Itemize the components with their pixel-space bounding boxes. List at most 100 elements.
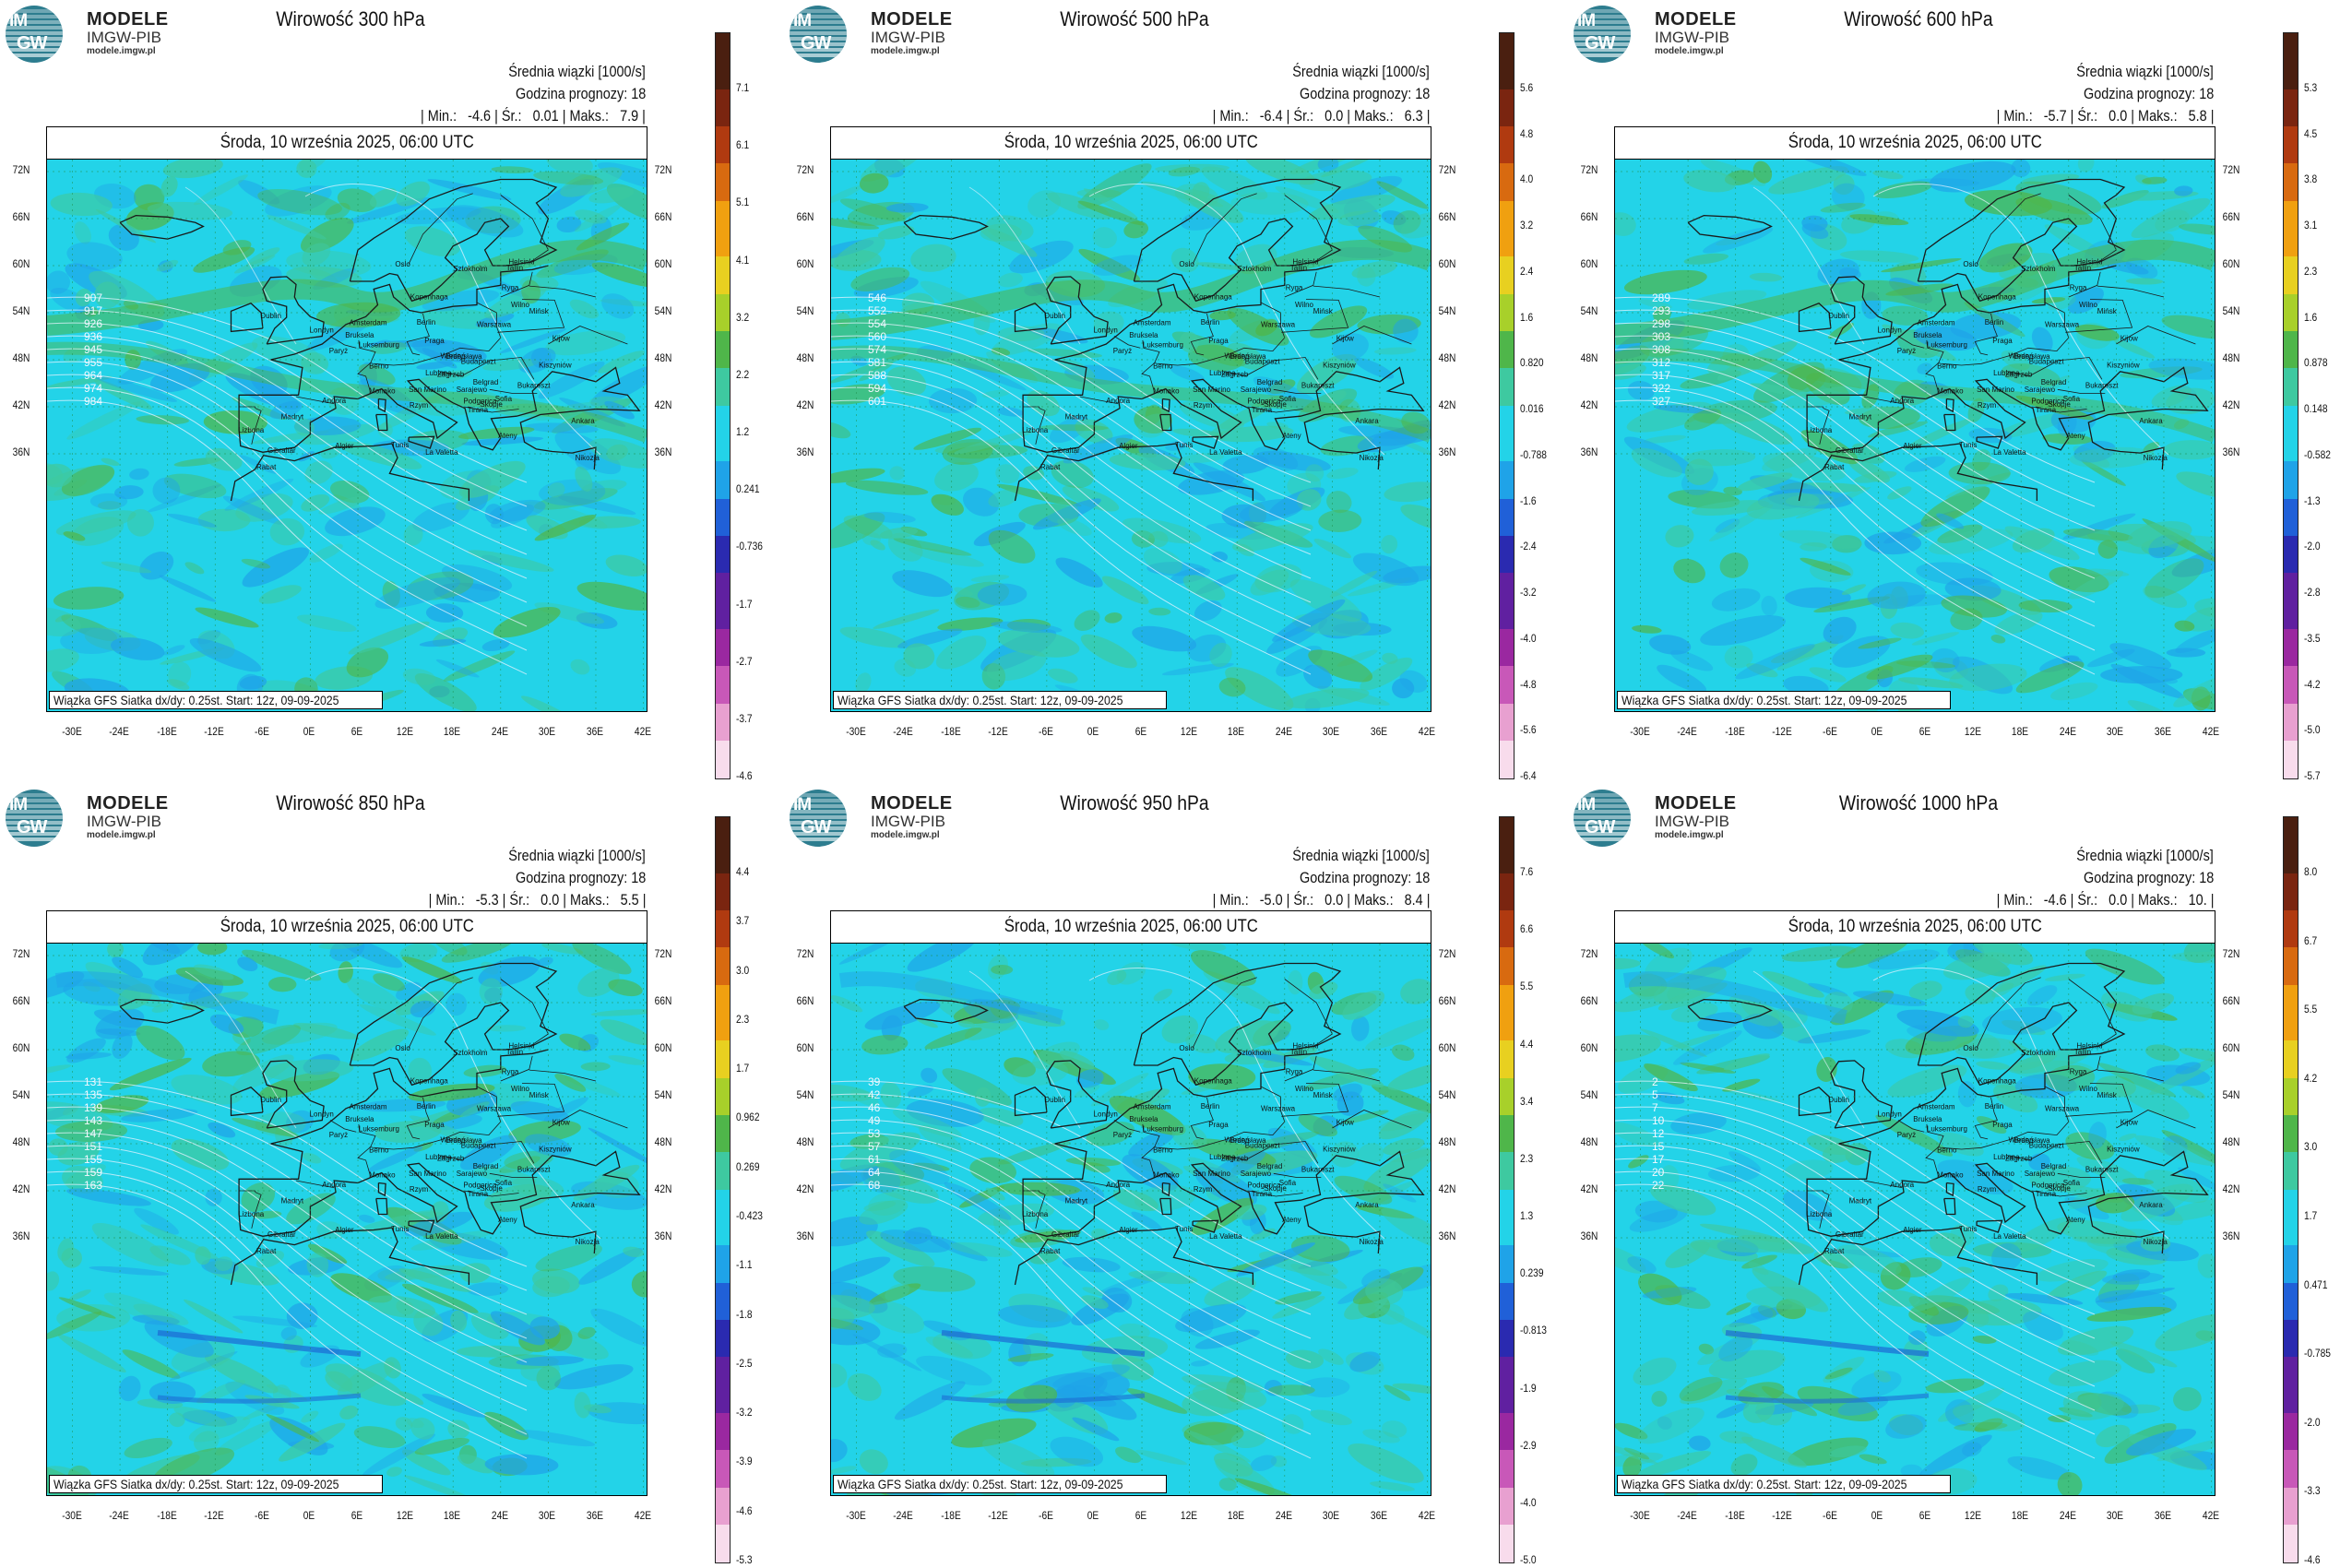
imgw-emblem-icon: IM GW	[6, 6, 63, 63]
lat-label-right: 48N	[1438, 1135, 1456, 1148]
lat-label-left: 36N	[12, 445, 30, 458]
colorbar-tick: 7.1	[736, 81, 750, 94]
city-label: Ankara	[571, 417, 595, 425]
city-label: Warszawa	[1261, 320, 1296, 328]
colorbar-segment	[2284, 1543, 2298, 1562]
graticule	[831, 944, 1431, 1495]
city-label: Kopenhaga	[1194, 293, 1232, 302]
city-label: Kopenhaga	[1978, 293, 2016, 302]
colorbar-segment	[716, 1505, 730, 1526]
lon-label: 24E	[2059, 725, 2076, 738]
colorbar-segment	[716, 629, 730, 648]
city-label: Rzym	[1194, 401, 1213, 410]
colorbar-tick: -1.6	[1520, 493, 1537, 507]
city-label: Tallin	[1290, 1048, 1307, 1056]
city-label: Praga	[424, 337, 445, 345]
colorbar-tick: 0.148	[2304, 402, 2328, 416]
city-label: Bukareszt	[517, 1166, 551, 1174]
forecast-hour: Godzina prognozy: 18	[515, 85, 646, 102]
colorbar-segment	[716, 275, 730, 294]
lat-label-left: 66N	[12, 994, 30, 1007]
colorbar-tick: -5.3	[736, 1553, 753, 1566]
colorbar-segment	[1500, 368, 1514, 387]
city-label: Mińsk	[2097, 1091, 2118, 1099]
colorbar-tick: 4.0	[1520, 172, 1534, 186]
colorbar-segment	[1500, 70, 1514, 89]
lat-label-right: 36N	[1438, 445, 1456, 458]
colorbar-segment	[716, 741, 730, 760]
colorbar-segment	[716, 368, 730, 387]
colorbar-tick: -0.736	[736, 540, 763, 553]
colorbar-segment	[716, 1003, 730, 1023]
colorbar-segment	[2284, 1115, 2298, 1134]
isoline-label: 42	[868, 1088, 881, 1101]
colorbar-segment	[1500, 350, 1514, 369]
colorbar-segment	[716, 1152, 730, 1171]
lat-label-left: 66N	[796, 994, 814, 1007]
city-label: Bukareszt	[517, 382, 551, 390]
isoline-label: 139	[84, 1101, 102, 1114]
city-label: Nikozja	[1360, 454, 1384, 462]
lon-label: -18E	[940, 725, 961, 738]
colorbar-segment	[1500, 33, 1514, 53]
city-label: Skopje	[480, 400, 503, 409]
stat-min: | Min.: -5.7 | Śr.: 0.0 | Maks.: 5.8 |	[1996, 107, 2214, 125]
city-label: Algier	[1119, 1226, 1138, 1234]
lat-label-right: 36N	[1438, 1229, 1456, 1242]
colorbar-segment	[1500, 1245, 1514, 1265]
city-label: Zagrzeb	[2005, 1155, 2033, 1163]
lon-label: 18E	[2012, 1509, 2029, 1522]
colorbar-segment	[716, 1487, 730, 1506]
city-label: Berlin	[417, 1102, 435, 1111]
lat-label-right: 42N	[654, 1182, 672, 1195]
mean-label: Średnia wiązki [1000/s]	[2076, 847, 2214, 864]
isoline-label: 49	[868, 1114, 881, 1127]
forecast-date: Środa, 10 września 2025, 06:00 UTC	[830, 126, 1431, 160]
lon-label: 6E	[1134, 1509, 1147, 1522]
lon-label: 30E	[1323, 725, 1340, 738]
colorbar-segment	[2284, 1394, 2298, 1413]
vorticity-map: 131 135 139 143 147 151 155 159 163 Oslo Sztokholm…	[46, 943, 647, 1496]
colorbar-segment	[716, 891, 730, 910]
city-label: Londyn	[1094, 1110, 1118, 1118]
colorbar-segment	[716, 1357, 730, 1376]
colorbar-tick: 4.4	[1520, 1037, 1534, 1051]
colorbar-segment	[1500, 703, 1514, 722]
city-label: Amsterdam	[350, 319, 387, 327]
city-label: Lublana	[1993, 1153, 2020, 1161]
city-label: Tunis	[1175, 441, 1193, 449]
lon-label: 30E	[539, 725, 556, 738]
lat-label-left: 48N	[12, 351, 30, 364]
forecast-date-text: Środa, 10 września 2025, 06:00 UTC	[1788, 133, 2042, 152]
city-label: Sofia	[2063, 1179, 2081, 1187]
colorbar-segment	[2284, 836, 2298, 855]
city-label: Ankara	[1355, 417, 1379, 425]
city-label: Wiedeń	[441, 1135, 466, 1144]
city-label: Tunis	[391, 441, 409, 449]
colorbar-segment	[716, 854, 730, 873]
colorbar-segment	[2284, 629, 2298, 648]
city-label: Monako	[369, 1171, 396, 1180]
lon-label: -24E	[893, 1509, 913, 1522]
isoline-label: 974	[84, 382, 102, 395]
city-label: Monako	[1153, 1171, 1180, 1180]
city-label: Zagrzeb	[2005, 371, 2033, 379]
colorbar-segment	[716, 759, 730, 778]
lat-label-right: 54N	[1438, 304, 1456, 317]
lon-label: 6E	[1918, 725, 1931, 738]
lon-label: -30E	[1629, 1509, 1650, 1522]
colorbar-tick: 6.7	[2304, 933, 2318, 947]
city-label: Londyn	[310, 326, 334, 334]
lat-label-left: 48N	[12, 1135, 30, 1148]
city-label: Helsinki	[1292, 1041, 1318, 1050]
city-label: Ateny	[498, 1216, 517, 1224]
isoline-label: 308	[1652, 343, 1670, 356]
colorbar-segment	[1500, 1115, 1514, 1134]
colorbar-tick: 3.8	[2304, 172, 2318, 186]
stats-line: | Min.: -6.4 | Śr.: 0.0 | Maks.: 6.3 |	[1212, 107, 1430, 125]
isoline-label: 5	[1652, 1088, 1658, 1101]
city-label: Rzym	[410, 401, 429, 410]
city-label: Praga	[1208, 1121, 1229, 1129]
city-label: Podgorica	[2031, 1182, 2065, 1190]
